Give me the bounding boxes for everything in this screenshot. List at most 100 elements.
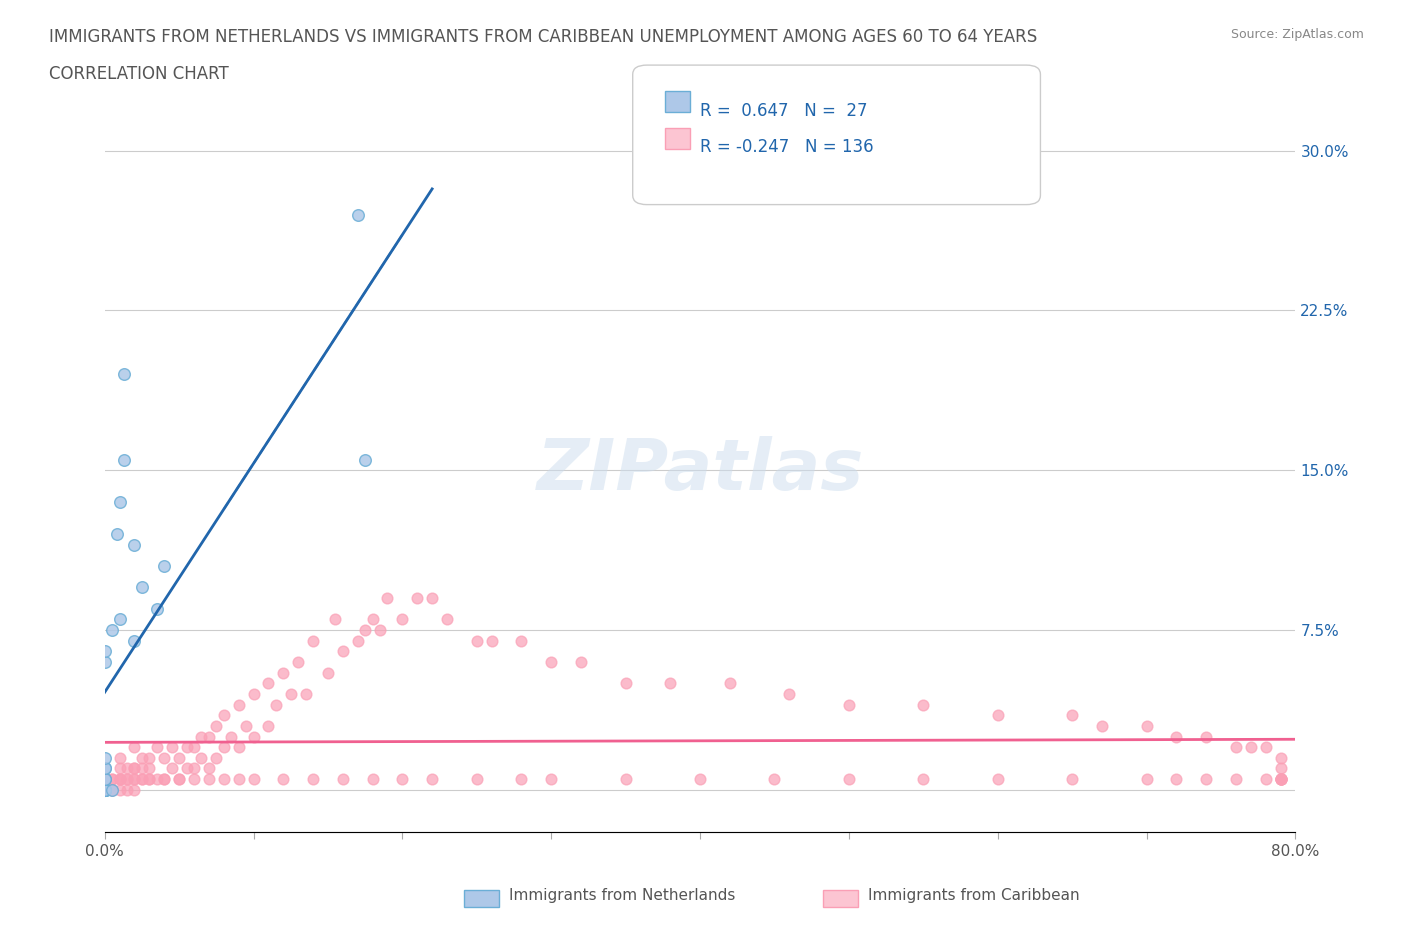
Point	[242, 729, 264, 744]
Point	[101, 772, 124, 787]
Text: CORRELATION CHART: CORRELATION CHART	[49, 65, 229, 83]
Point	[183, 761, 205, 776]
Point	[257, 676, 280, 691]
Point	[420, 772, 443, 787]
Point	[183, 739, 205, 754]
Text: Immigrants from Netherlands: Immigrants from Netherlands	[509, 888, 735, 903]
Point	[93, 751, 115, 765]
Point	[1270, 772, 1292, 787]
Point	[167, 772, 190, 787]
Point	[287, 655, 309, 670]
Point	[108, 782, 131, 797]
Point	[1225, 772, 1247, 787]
Point	[346, 207, 368, 222]
Point	[1270, 772, 1292, 787]
Point	[316, 665, 339, 680]
Point	[93, 782, 115, 797]
Point	[112, 366, 135, 381]
Point	[294, 686, 316, 701]
Point	[212, 708, 235, 723]
Point	[420, 591, 443, 605]
Point	[167, 751, 190, 765]
Point	[987, 708, 1010, 723]
Point	[1195, 772, 1218, 787]
Point	[332, 772, 354, 787]
Text: IMMIGRANTS FROM NETHERLANDS VS IMMIGRANTS FROM CARIBBEAN UNEMPLOYMENT AMONG AGES: IMMIGRANTS FROM NETHERLANDS VS IMMIGRANT…	[49, 28, 1038, 46]
Point	[1270, 772, 1292, 787]
Point	[124, 782, 146, 797]
Point	[115, 772, 138, 787]
Point	[146, 739, 169, 754]
Point	[183, 772, 205, 787]
Point	[228, 739, 250, 754]
Point	[176, 739, 198, 754]
Point	[108, 751, 131, 765]
Point	[108, 772, 131, 787]
Point	[257, 719, 280, 734]
Point	[465, 772, 488, 787]
Point	[242, 686, 264, 701]
Point	[271, 665, 294, 680]
Point	[101, 772, 124, 787]
Point	[1270, 772, 1292, 787]
Point	[481, 633, 503, 648]
Point	[540, 655, 562, 670]
Point	[1136, 772, 1159, 787]
Point	[131, 751, 153, 765]
Point	[361, 772, 384, 787]
Point	[101, 782, 124, 797]
Point	[167, 772, 190, 787]
Point	[377, 591, 399, 605]
Point	[153, 772, 176, 787]
Point	[228, 772, 250, 787]
Point	[115, 782, 138, 797]
Point	[987, 772, 1010, 787]
Point	[465, 633, 488, 648]
Point	[124, 761, 146, 776]
Point	[212, 739, 235, 754]
Point	[101, 782, 124, 797]
Text: ZIPatlas: ZIPatlas	[536, 435, 863, 505]
Point	[198, 772, 221, 787]
Point	[131, 772, 153, 787]
Point	[93, 782, 115, 797]
Point	[763, 772, 786, 787]
Point	[1062, 708, 1084, 723]
Point	[190, 729, 212, 744]
Point	[108, 612, 131, 627]
Point	[93, 782, 115, 797]
Point	[614, 676, 637, 691]
Point	[1270, 772, 1292, 787]
Point	[93, 772, 115, 787]
Point	[160, 761, 183, 776]
Point	[190, 751, 212, 765]
Point	[93, 782, 115, 797]
Point	[93, 782, 115, 797]
Point	[1270, 751, 1292, 765]
Point	[93, 761, 115, 776]
Point	[689, 772, 711, 787]
Point	[108, 772, 131, 787]
Point	[93, 782, 115, 797]
Point	[368, 622, 391, 637]
Point	[153, 559, 176, 574]
Text: R = -0.247   N = 136: R = -0.247 N = 136	[700, 138, 873, 155]
Point	[93, 761, 115, 776]
Point	[93, 644, 115, 658]
Point	[569, 655, 592, 670]
Point	[146, 772, 169, 787]
Point	[138, 772, 160, 787]
Point	[510, 633, 533, 648]
Point	[198, 761, 221, 776]
Point	[346, 633, 368, 648]
Point	[115, 761, 138, 776]
Point	[325, 612, 347, 627]
Point	[131, 580, 153, 595]
Point	[101, 622, 124, 637]
Point	[264, 698, 287, 712]
Point	[718, 676, 741, 691]
Point	[108, 761, 131, 776]
Point	[138, 772, 160, 787]
Point	[124, 538, 146, 552]
Point	[1225, 739, 1247, 754]
